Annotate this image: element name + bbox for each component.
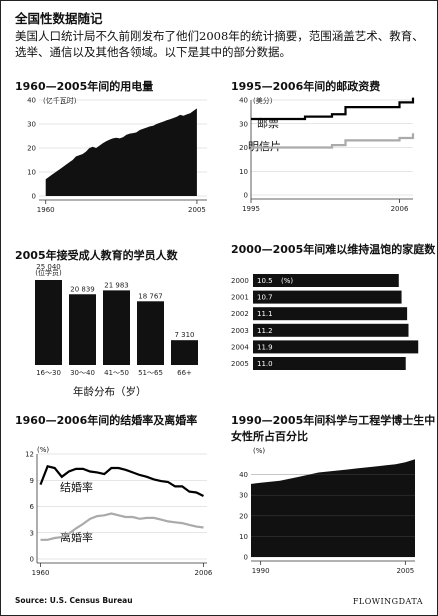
- x-tick-label: 2006: [391, 205, 409, 213]
- x-tick-label: 16～30: [36, 369, 61, 377]
- bar: [137, 301, 164, 365]
- brand-label: FLOWINGDATA: [352, 597, 423, 606]
- x-tick-label: 1990: [252, 567, 270, 575]
- unit-label: (美分): [253, 97, 273, 105]
- bar-value-label: 11.0: [257, 360, 273, 368]
- chart-title: 1960—2005年间的用电量: [15, 80, 154, 93]
- chart-title: 1990—2005年间科学与工程学博士生中: [231, 414, 436, 427]
- unit-label: (%): [281, 277, 293, 285]
- x-tick-label: 2005: [188, 206, 206, 214]
- bar-value-label: 18 767: [138, 292, 163, 300]
- row-label: 2005: [231, 360, 249, 368]
- women-phd-chart: 0 10 20 30 40 1990 2005: [239, 459, 415, 575]
- x-tick-label: 51～65: [138, 369, 163, 377]
- bar-value-label: 11.2: [257, 327, 273, 335]
- y-tick-label: 10: [27, 169, 36, 177]
- y-tick-label: 0: [244, 554, 248, 562]
- postage-panel: 1995—2006年间的邮政资费 (美分) 邮票 明信片 0 10 20 30 40 19…: [231, 78, 427, 218]
- unit-label: (位学员): [35, 268, 62, 277]
- intro-text: 美国人口统计局不久前刚发布了他们2008年的统计摘要，范围涵盖艺术、教育、选举、…: [15, 29, 424, 59]
- chart-title-line-2: 女性所占百分比: [231, 430, 308, 443]
- electricity-area: [45, 108, 197, 196]
- row-label: 2001: [231, 294, 249, 302]
- page-title: 全国性数据随记: [15, 11, 103, 26]
- stamp-line: [251, 97, 415, 121]
- y-tick-label: 20: [239, 144, 248, 152]
- food-insecurity-panel: 2000—2005年间难以维持温饱的家庭数 2000 10.5 (%) 2001 10.…: [231, 241, 435, 381]
- chart-title: 1995—2006年间的邮政资费: [231, 80, 381, 93]
- bar-value-label: 21 983: [104, 281, 129, 289]
- y-tick-label: 0: [30, 556, 34, 564]
- series-label-marriage: 结婚率: [60, 481, 93, 494]
- women-phd-panel: 1990—2005年间科学与工程学博士生中 女性所占百分比 (%) 0 10 20 3…: [231, 412, 435, 577]
- adult-education-panel: 2005年接受成人教育的学员人数 (位学员) 25 040 16～30 20 839 3…: [15, 247, 215, 398]
- y-tick-label: 30: [27, 121, 36, 129]
- x-tick-label: 66+: [177, 369, 192, 377]
- y-tick-label: 0: [32, 193, 36, 201]
- y-tick-label: 30: [239, 492, 248, 500]
- y-tick-label: 6: [30, 503, 35, 511]
- bar: [253, 307, 408, 321]
- bar: [253, 290, 402, 304]
- electricity-chart: 0 10 20 30 40 1960 2005: [27, 97, 207, 214]
- y-tick-label: 40: [27, 97, 36, 105]
- bar: [103, 290, 130, 365]
- bar: [253, 323, 409, 337]
- y-tick-label: 40: [239, 97, 248, 105]
- unit-label: (%): [253, 447, 266, 455]
- bar: [253, 340, 419, 354]
- unit-label: (%): [37, 446, 50, 454]
- y-tick-label: 12: [25, 451, 34, 459]
- y-tick-label: 10: [239, 168, 248, 176]
- row-label: 2003: [231, 327, 249, 335]
- bar: [253, 274, 399, 287]
- row-label: 2002: [231, 310, 249, 318]
- chart-title: 2005年接受成人教育的学员人数: [15, 249, 178, 262]
- bar: [35, 280, 62, 365]
- x-tick-label: 2006: [195, 569, 213, 577]
- x-tick-label: 2005: [396, 567, 414, 575]
- chart-title: 1960—2006年间的结婚率及离婚率: [15, 414, 198, 427]
- x-tick-label: 1960: [32, 569, 50, 577]
- source-note: Source: U.S. Census Bureau: [15, 596, 133, 605]
- bar-value-label: 10.5: [257, 277, 273, 285]
- x-tick-label: 30～40: [70, 369, 95, 377]
- y-tick-label: 9: [30, 477, 34, 485]
- bar: [69, 294, 96, 365]
- women-phd-area: [251, 459, 415, 557]
- x-tick-label: 1995: [242, 205, 260, 213]
- y-tick-label: 3: [30, 529, 34, 537]
- bar-value-label: 20 839: [70, 285, 95, 293]
- y-tick-label: 0: [244, 192, 248, 200]
- food-insecurity-chart: 2000 10.5 (%) 2001 10.7 2002 11.1 2003 11.2 2004 1…: [231, 274, 419, 370]
- row-label: 2004: [231, 343, 249, 351]
- bar-value-label: 10.7: [257, 294, 273, 302]
- y-tick-label: 20: [27, 145, 36, 153]
- y-tick-label: 20: [239, 512, 248, 520]
- bar-value-label: 11.9: [257, 343, 273, 351]
- postcard-line: [251, 133, 415, 149]
- adult-education-chart: (位学员)25 040 16～30 20 839 30～40 21 983 41～50 18…: [35, 263, 198, 377]
- marriage-line: [39, 465, 204, 497]
- chart-title: 2000—2005年间难以维持温饱的家庭数: [231, 243, 436, 256]
- bar-value-label: 11.1: [257, 310, 273, 318]
- electricity-panel: 1960—2005年间的用电量 (亿千瓦时) 0 10 20 30 40 1960 2005: [15, 78, 215, 218]
- y-tick-label: 10: [239, 533, 248, 541]
- y-tick-label: 40: [239, 471, 248, 479]
- x-tick-label: 1960: [37, 206, 55, 214]
- marriage-panel: 1960—2006年间的结婚率及离婚率 (%) 结婚率 离婚率 0 3 6 9 12 19…: [15, 412, 215, 577]
- y-tick-label: 30: [239, 120, 248, 128]
- bar-value-label: 7 310: [174, 331, 194, 339]
- marriage-chart: 0 3 6 9 12 1960 2006: [25, 451, 213, 578]
- x-axis-label: 年龄分布（岁）: [73, 386, 147, 398]
- x-tick-label: 41～50: [104, 369, 129, 377]
- bar: [171, 340, 198, 365]
- bar-value-label: 25 040: [36, 263, 61, 271]
- unit-label: (亿千瓦时): [43, 97, 77, 105]
- bar: [253, 357, 406, 370]
- row-label: 2000: [231, 277, 249, 285]
- postage-chart: 0 10 20 30 40 1995 2006: [239, 97, 415, 213]
- divorce-line: [40, 512, 204, 541]
